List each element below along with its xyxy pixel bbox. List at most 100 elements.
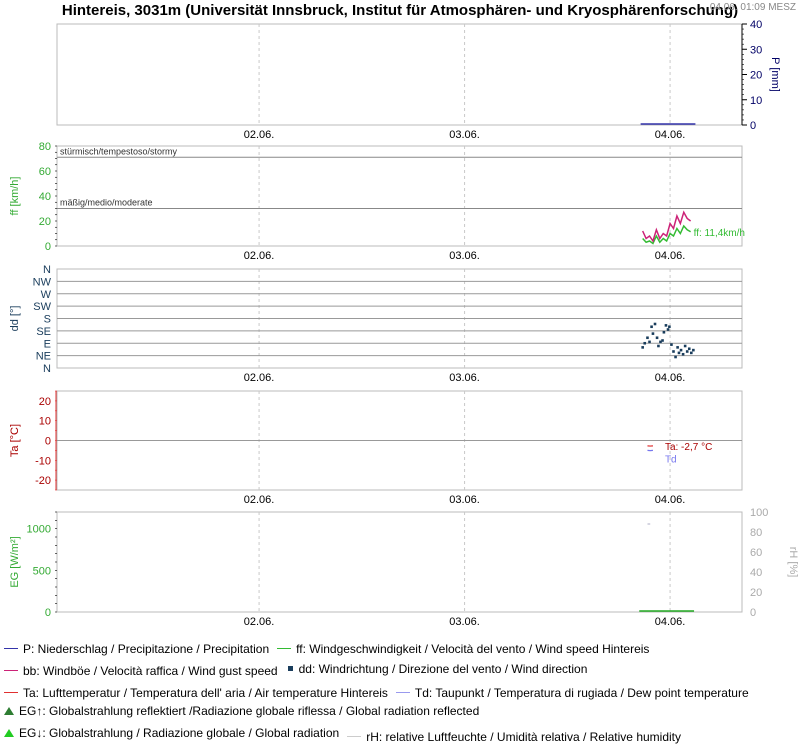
wind-series-bb-line [641, 210, 692, 243]
radiation-y-tick-label: 0 [45, 607, 51, 619]
radiation-y-tick-label: 500 [33, 565, 51, 577]
wind-direction-point [670, 343, 673, 346]
legend-line-icon [277, 648, 292, 649]
wind-direction-point [679, 348, 683, 352]
legend-item: ff: Windgeschwindigkeit / Velocità del v… [277, 642, 649, 656]
legend-label: rH: relative Luftfeuchte / Umidità relat… [366, 729, 681, 744]
legend-label: Td: Taupunkt / Temperatura di rugiada / … [414, 685, 749, 700]
temperature-x-tick-label: 03.06. [449, 494, 480, 506]
legend-label: EG↓: Globalstrahlung / Radiazione global… [19, 726, 340, 740]
precip-y-tick-label: 20 [750, 70, 762, 82]
legend-square-icon [287, 666, 293, 671]
wind-threshold-label: mäßig/medio/moderate [60, 198, 153, 208]
radiation-y-right-tick-label: 20 [750, 587, 762, 599]
legend-label: bb: Windböe / Velocità raffica / Wind gu… [23, 663, 278, 678]
timestamp: 04.06. 01:09 MESZ [709, 2, 796, 13]
wind-plot-area [56, 145, 743, 247]
wind-direction-point [687, 347, 691, 351]
page-title: Hintereis, 3031m (Universität Innsbruck,… [61, 2, 739, 19]
legend-label: ff: Windgeschwindigkeit / Velocità del v… [296, 641, 650, 656]
winddir-y-tick-label: N [43, 264, 51, 276]
precip-x-tick-label: 03.06. [449, 129, 480, 141]
temperature-y-tick-label: -20 [35, 475, 51, 487]
radiation-y-tick-label: 1000 [27, 524, 51, 536]
legend-line-icon [4, 648, 18, 649]
winddir-y-tick-label: N [43, 363, 51, 375]
precip-x-tick-label: 04.06. [655, 129, 686, 141]
legend-triangle-icon [4, 729, 14, 737]
wind-threshold-label: stürmisch/tempestoso/stormy [60, 146, 178, 156]
precip-y-tick-label: 0 [750, 120, 756, 132]
wind-direction-point [683, 344, 687, 348]
wind-direction-point [659, 340, 662, 344]
wind-direction-point [685, 350, 689, 353]
radiation-y-right-tick-label: 100 [750, 507, 768, 519]
winddir-y-tick-label: SE [36, 326, 51, 338]
wind-current-label: ff: 11,4km/h [694, 228, 745, 239]
legend-label: Ta: Lufttemperatur / Temperatura dell' a… [23, 685, 388, 700]
radiation-y-right-tick-label: 0 [750, 607, 756, 619]
legend-row: P: Niederschlag / Precipitazione / Preci… [4, 638, 657, 656]
legend-row: EG↑: Globalstrahlung reflektiert /Radiaz… [4, 704, 487, 722]
wind-direction-point [643, 341, 647, 345]
radiation-x-tick-label: 02.06. [244, 616, 275, 628]
radiation-x-tick-label: 03.06. [449, 616, 480, 628]
temperature-y-tick-label: 20 [39, 396, 51, 408]
radiation-y-axis-label: EG [W/m²] [9, 536, 21, 587]
wind-direction-point [651, 332, 655, 335]
winddir-x-tick-label: 02.06. [244, 372, 275, 384]
wind-direction-point [661, 339, 664, 342]
radiation-x-tick-label: 04.06. [655, 616, 686, 628]
legend-line-icon [4, 692, 18, 693]
winddir-y-tick-label: NE [36, 351, 51, 363]
wind-direction-point [668, 325, 671, 329]
temperature-y-tick-label: 10 [39, 416, 51, 428]
precip-y-axis-label: P [mm] [769, 57, 781, 92]
wind-direction-point [692, 348, 695, 352]
wind-y-tick-label: 60 [39, 166, 51, 178]
legend-line-icon [395, 692, 410, 693]
wind-direction-point [676, 346, 679, 349]
wind-x-tick-label: 04.06. [655, 250, 686, 262]
temperature-x-tick-label: 04.06. [655, 494, 686, 506]
precip-y-tick-label: 40 [750, 19, 762, 31]
charts-canvas: 02.06. 03.06. 04.06. 0 10 20 30 40 P [mm] 02.06. 0… [9, 19, 799, 628]
winddir-y-tick-label: NW [33, 276, 52, 288]
legend-item: P: Niederschlag / Precipitazione / Preci… [4, 642, 269, 656]
wind-direction-point [677, 351, 681, 355]
precip-plot-area [56, 23, 743, 126]
legend-item: EG↓: Globalstrahlung / Radiazione global… [4, 726, 339, 740]
wind-direction-point [666, 328, 670, 331]
wind-y-tick-label: 80 [39, 141, 51, 153]
temperature-y-axis-label: Ta [°C] [9, 424, 21, 457]
legend-line-icon [347, 736, 362, 737]
wind-direction-point [681, 352, 685, 356]
wind-direction-point [662, 330, 666, 334]
temperature-current-label: Ta: -2,7 °C [665, 442, 712, 453]
wind-y-tick-label: 0 [45, 241, 51, 253]
radiation-y-right-tick-label: 40 [750, 567, 762, 579]
legend-item: EG↑: Globalstrahlung reflektiert /Radiaz… [4, 704, 479, 718]
winddir-y-tick-label: W [41, 289, 52, 301]
temperature-x-tick-label: 02.06. [244, 494, 275, 506]
legend-triangle-icon [4, 707, 14, 715]
wind-y-axis-label: ff [km/h] [9, 177, 21, 216]
winddir-y-tick-label: S [44, 314, 51, 326]
legend-item: bb: Windböe / Velocità raffica / Wind gu… [4, 664, 278, 678]
temperature-y-tick-label: 0 [45, 436, 51, 448]
legend-item: dd: Windrichtung / Direzione del vento /… [286, 661, 588, 676]
wind-series-ff-line [642, 224, 692, 245]
precip-x-tick-label: 02.06. [244, 129, 275, 141]
winddir-y-axis-label: dd [°] [9, 306, 21, 332]
wind-direction-point [653, 322, 657, 326]
precip-y-tick-label: 10 [750, 95, 762, 107]
wind-direction-point [664, 324, 668, 327]
legend-label: dd: Windrichtung / Direzione del vento /… [298, 661, 588, 676]
legend-row: Ta: Lufttemperatur / Temperatura dell' a… [4, 682, 757, 700]
legend-label: EG↑: Globalstrahlung reflektiert /Radiaz… [19, 704, 480, 718]
winddir-x-tick-label: 04.06. [655, 372, 686, 384]
legend-item: Ta: Lufttemperatur / Temperatura dell' a… [4, 686, 388, 700]
radiation-y-right-axis-label: rH [%] [787, 547, 799, 578]
legend-line-icon [4, 670, 18, 671]
wind-direction-point [648, 340, 651, 344]
